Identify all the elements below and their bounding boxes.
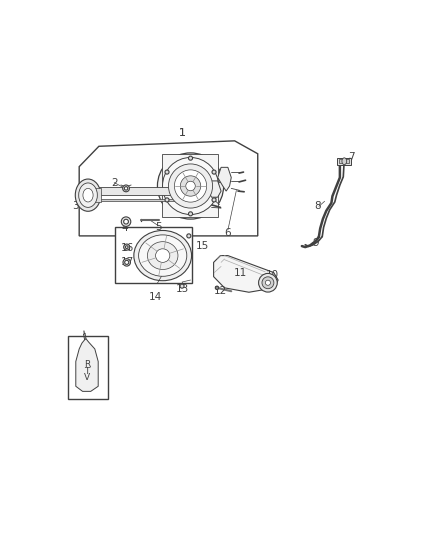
Text: 14: 14 <box>149 292 162 302</box>
Text: 7: 7 <box>349 152 355 162</box>
Circle shape <box>165 170 169 174</box>
Circle shape <box>124 244 130 250</box>
Ellipse shape <box>169 164 212 208</box>
Ellipse shape <box>186 181 195 191</box>
Circle shape <box>124 187 128 190</box>
Polygon shape <box>218 167 231 191</box>
Text: 9: 9 <box>313 238 319 248</box>
Bar <box>67 336 108 399</box>
Bar <box>162 154 218 216</box>
Bar <box>115 228 191 284</box>
Circle shape <box>123 185 130 192</box>
Circle shape <box>165 198 169 202</box>
Text: 6: 6 <box>225 228 231 238</box>
Text: 4: 4 <box>121 223 127 233</box>
Polygon shape <box>208 181 221 197</box>
Circle shape <box>212 170 216 174</box>
Bar <box>99 187 184 195</box>
Ellipse shape <box>134 230 191 281</box>
Text: R: R <box>84 360 90 369</box>
Text: 11: 11 <box>234 268 247 278</box>
Ellipse shape <box>148 241 178 270</box>
Ellipse shape <box>138 235 187 276</box>
Polygon shape <box>214 256 278 292</box>
Text: 16: 16 <box>121 243 134 253</box>
Ellipse shape <box>79 183 97 207</box>
Ellipse shape <box>342 158 346 165</box>
Circle shape <box>125 246 128 248</box>
Ellipse shape <box>75 179 101 211</box>
Text: V: V <box>84 373 90 382</box>
Text: T: T <box>84 367 90 376</box>
Circle shape <box>188 212 193 216</box>
Circle shape <box>215 286 219 289</box>
Bar <box>339 159 350 163</box>
Text: 12: 12 <box>214 286 227 296</box>
Ellipse shape <box>157 153 224 219</box>
Text: 17: 17 <box>121 257 134 268</box>
Ellipse shape <box>258 273 277 292</box>
Ellipse shape <box>83 188 93 202</box>
Ellipse shape <box>265 280 271 285</box>
Text: 1: 1 <box>179 128 186 139</box>
Text: 15: 15 <box>196 241 209 251</box>
Text: 8: 8 <box>314 201 321 212</box>
Text: 3: 3 <box>72 201 79 212</box>
Polygon shape <box>79 141 258 236</box>
Ellipse shape <box>262 277 274 289</box>
Text: 10: 10 <box>265 270 279 280</box>
Circle shape <box>187 234 191 238</box>
Text: 5: 5 <box>155 222 162 232</box>
Ellipse shape <box>174 170 207 202</box>
Bar <box>337 158 351 165</box>
Circle shape <box>124 219 128 224</box>
Circle shape <box>125 260 129 264</box>
Text: 13: 13 <box>175 284 189 294</box>
Circle shape <box>188 156 193 160</box>
Ellipse shape <box>180 176 201 196</box>
Text: 1: 1 <box>179 128 185 139</box>
Ellipse shape <box>155 249 170 262</box>
Bar <box>88 188 101 202</box>
Text: 2: 2 <box>111 177 117 188</box>
Circle shape <box>212 198 216 202</box>
Polygon shape <box>76 339 98 391</box>
Ellipse shape <box>162 157 219 214</box>
Bar <box>99 199 184 201</box>
Circle shape <box>180 284 184 288</box>
Circle shape <box>123 259 131 266</box>
Circle shape <box>121 217 131 227</box>
